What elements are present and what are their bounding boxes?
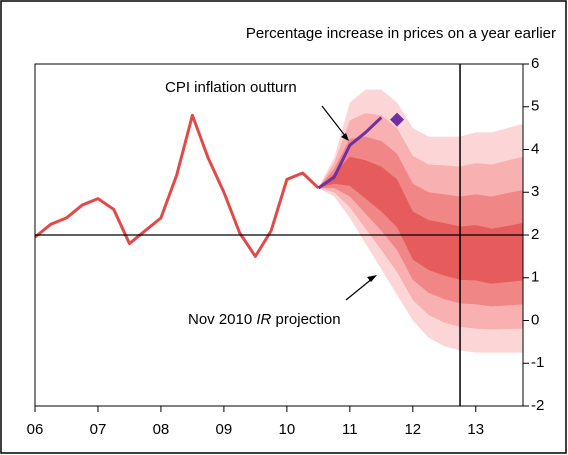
x-tick-label: 08 — [153, 421, 170, 438]
arrowhead — [367, 275, 377, 282]
x-tick-label: 12 — [404, 421, 421, 438]
x-tick-label: 09 — [216, 421, 233, 438]
x-tick-label: 11 — [342, 421, 358, 438]
arrow — [321, 105, 347, 138]
annotation-part: projection — [271, 311, 340, 328]
y-tick-label: 6 — [531, 55, 539, 72]
annotation-part: IR — [256, 311, 271, 328]
y-tick-label: 3 — [531, 183, 539, 200]
y-tick-label: 4 — [531, 140, 539, 157]
arrowhead — [341, 133, 349, 141]
y-tick-label: 0 — [531, 311, 539, 328]
arrow — [345, 277, 374, 301]
y-tick-label: 5 — [531, 98, 539, 115]
x-tick-label: 06 — [27, 421, 44, 438]
annotation-part: Nov 2010 — [188, 311, 256, 328]
series-line — [317, 116, 383, 190]
annotation: Nov 2010 IR projection — [188, 311, 341, 328]
y-tick-label: -1 — [531, 354, 544, 371]
marker — [390, 112, 405, 127]
y-tick-label: 2 — [531, 226, 539, 243]
series-line — [34, 113, 320, 258]
y-tick-label: 1 — [531, 269, 539, 286]
y-tick-label: -2 — [531, 397, 544, 414]
chart-title: Percentage increase in prices on a year … — [246, 25, 556, 42]
fan-band — [318, 156, 523, 284]
x-tick-label: 07 — [90, 421, 107, 438]
plot-area — [34, 89, 523, 353]
x-tick-label: 13 — [467, 421, 484, 438]
x-tick-label: 10 — [279, 421, 296, 438]
annotation: CPI inflation outturn — [165, 79, 297, 96]
